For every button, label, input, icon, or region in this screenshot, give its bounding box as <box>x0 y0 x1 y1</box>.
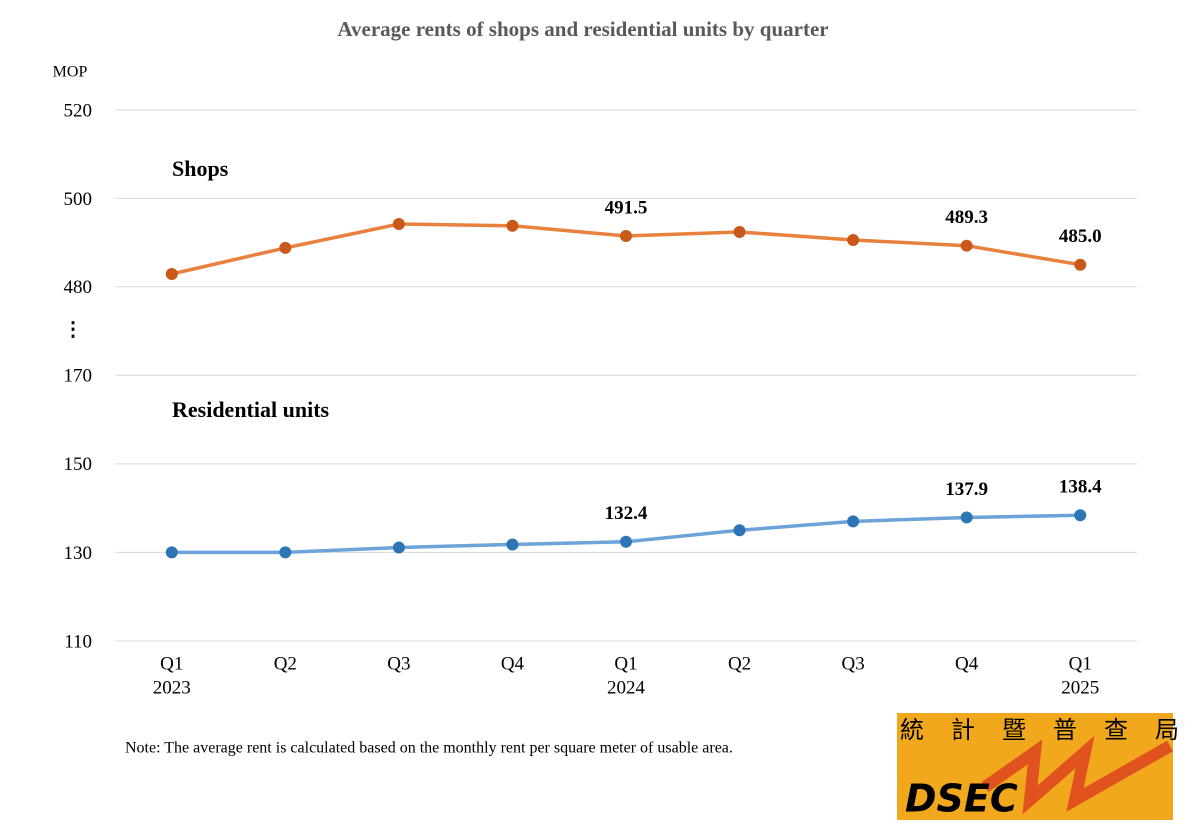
data-point <box>279 241 292 254</box>
logo-character: 局 <box>1155 716 1179 744</box>
logo: DSEC <box>897 713 1173 821</box>
y-tick-label: 500 <box>64 189 93 210</box>
data-label: 485.0 <box>1059 226 1102 247</box>
y-tick-label: 150 <box>64 454 93 475</box>
x-tick-label: Q1 <box>1069 653 1092 674</box>
note: Note: The average rent is calculated bas… <box>125 740 733 757</box>
x-tick-sublabel: 2025 <box>1061 677 1099 698</box>
data-label: 138.4 <box>1059 477 1102 498</box>
logo-character: 暨 <box>1002 716 1026 744</box>
logo-character: 統 <box>900 716 924 744</box>
data-point <box>1074 258 1087 271</box>
x-tick-label: Q1 <box>160 653 183 674</box>
logo-character: 普 <box>1053 716 1077 744</box>
data-point <box>960 239 973 252</box>
data-label: 137.9 <box>945 479 988 500</box>
x-tick-label: Q1 <box>614 653 637 674</box>
data-label: 489.3 <box>945 207 988 228</box>
y-tick-label: 110 <box>64 631 92 652</box>
axis-break: ⋮ <box>63 319 83 341</box>
data-point <box>847 515 860 528</box>
data-label: 491.5 <box>605 197 648 218</box>
x-tick-label: Q2 <box>274 653 297 674</box>
chart-title: Average rents of shops and residential u… <box>337 17 828 41</box>
data-point <box>392 541 405 554</box>
data-point <box>847 233 860 246</box>
data-label: 132.4 <box>605 503 648 524</box>
x-tick-label: Q4 <box>955 653 979 674</box>
data-point <box>960 511 973 524</box>
series-label: Residential units <box>172 397 330 422</box>
data-point <box>620 229 632 242</box>
logo-character: 查 <box>1104 716 1128 744</box>
y-tick-label: 520 <box>64 100 93 121</box>
data-point <box>506 538 519 551</box>
data-point <box>165 267 178 280</box>
y-unit: MOP <box>53 64 88 81</box>
x-tick-label: Q3 <box>387 653 410 674</box>
y-tick-label: 170 <box>64 366 93 387</box>
data-point <box>1074 509 1087 522</box>
data-point <box>733 524 746 537</box>
series-label: Shops <box>172 156 229 181</box>
data-point <box>506 219 519 232</box>
data-point <box>165 546 178 559</box>
logo-character: 計 <box>951 716 975 744</box>
logo-text: DSEC <box>905 777 1018 821</box>
data-point <box>392 218 405 231</box>
x-tick-label: Q2 <box>728 653 751 674</box>
x-tick-sublabel: 2024 <box>607 677 646 698</box>
logo-zigzag <box>981 735 1173 815</box>
data-point <box>733 225 746 238</box>
data-point <box>279 546 292 559</box>
data-point <box>620 535 632 548</box>
y-tick-label: 130 <box>64 543 93 564</box>
x-tick-label: Q4 <box>501 653 525 674</box>
x-tick-sublabel: 2023 <box>153 677 191 698</box>
y-tick-label: 480 <box>64 277 93 298</box>
x-tick-label: Q3 <box>841 653 864 674</box>
